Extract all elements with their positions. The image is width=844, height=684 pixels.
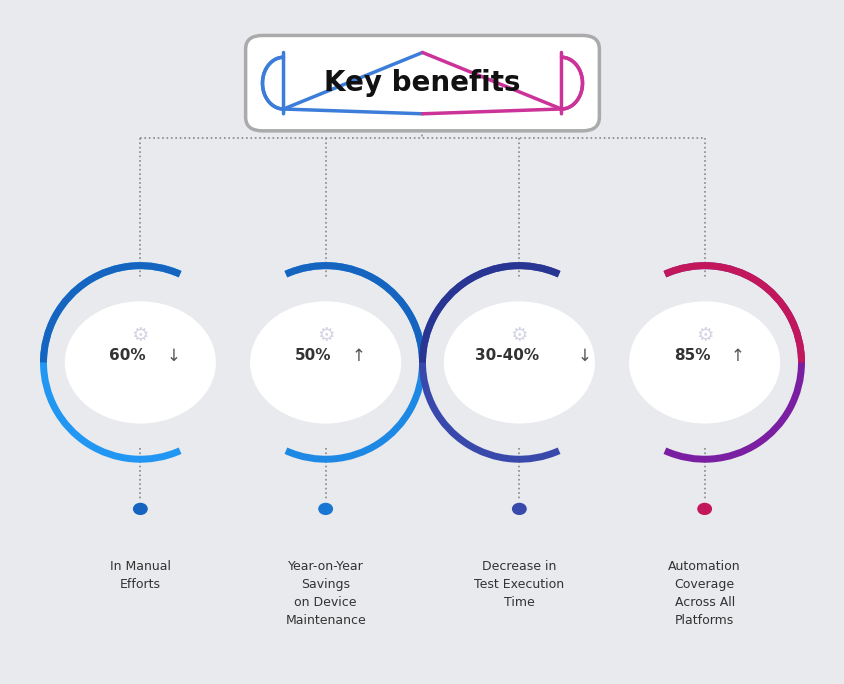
Circle shape [697, 503, 711, 514]
Text: In Manual
Efforts: In Manual Efforts [110, 560, 170, 591]
Text: Automation
Coverage
Across All
Platforms: Automation Coverage Across All Platforms [668, 560, 740, 627]
Circle shape [250, 302, 401, 423]
Circle shape [43, 284, 237, 440]
Circle shape [628, 302, 779, 423]
Text: ⚙: ⚙ [695, 326, 712, 345]
Circle shape [512, 503, 526, 514]
Circle shape [318, 503, 332, 514]
Text: ⚙: ⚙ [510, 326, 528, 345]
Text: Year-on-Year
Savings
on Device
Maintenance: Year-on-Year Savings on Device Maintenan… [285, 560, 365, 627]
Text: ↓: ↓ [577, 347, 592, 365]
Text: 50%: 50% [295, 348, 331, 363]
Circle shape [607, 284, 801, 440]
Circle shape [65, 302, 216, 423]
Text: Decrease in
Test Execution
Time: Decrease in Test Execution Time [473, 560, 564, 609]
Text: ⚙: ⚙ [316, 326, 334, 345]
Text: Key benefits: Key benefits [324, 69, 520, 97]
Text: ↓: ↓ [166, 347, 180, 365]
Text: ⚙: ⚙ [132, 326, 149, 345]
Text: 60%: 60% [109, 348, 146, 363]
Text: 85%: 85% [673, 348, 710, 363]
Circle shape [229, 284, 422, 440]
Text: ↑: ↑ [351, 347, 365, 365]
Text: 30-40%: 30-40% [474, 348, 538, 363]
Circle shape [133, 503, 147, 514]
Circle shape [443, 302, 594, 423]
FancyBboxPatch shape [246, 36, 598, 131]
Text: ↑: ↑ [730, 347, 744, 365]
Circle shape [422, 284, 615, 440]
